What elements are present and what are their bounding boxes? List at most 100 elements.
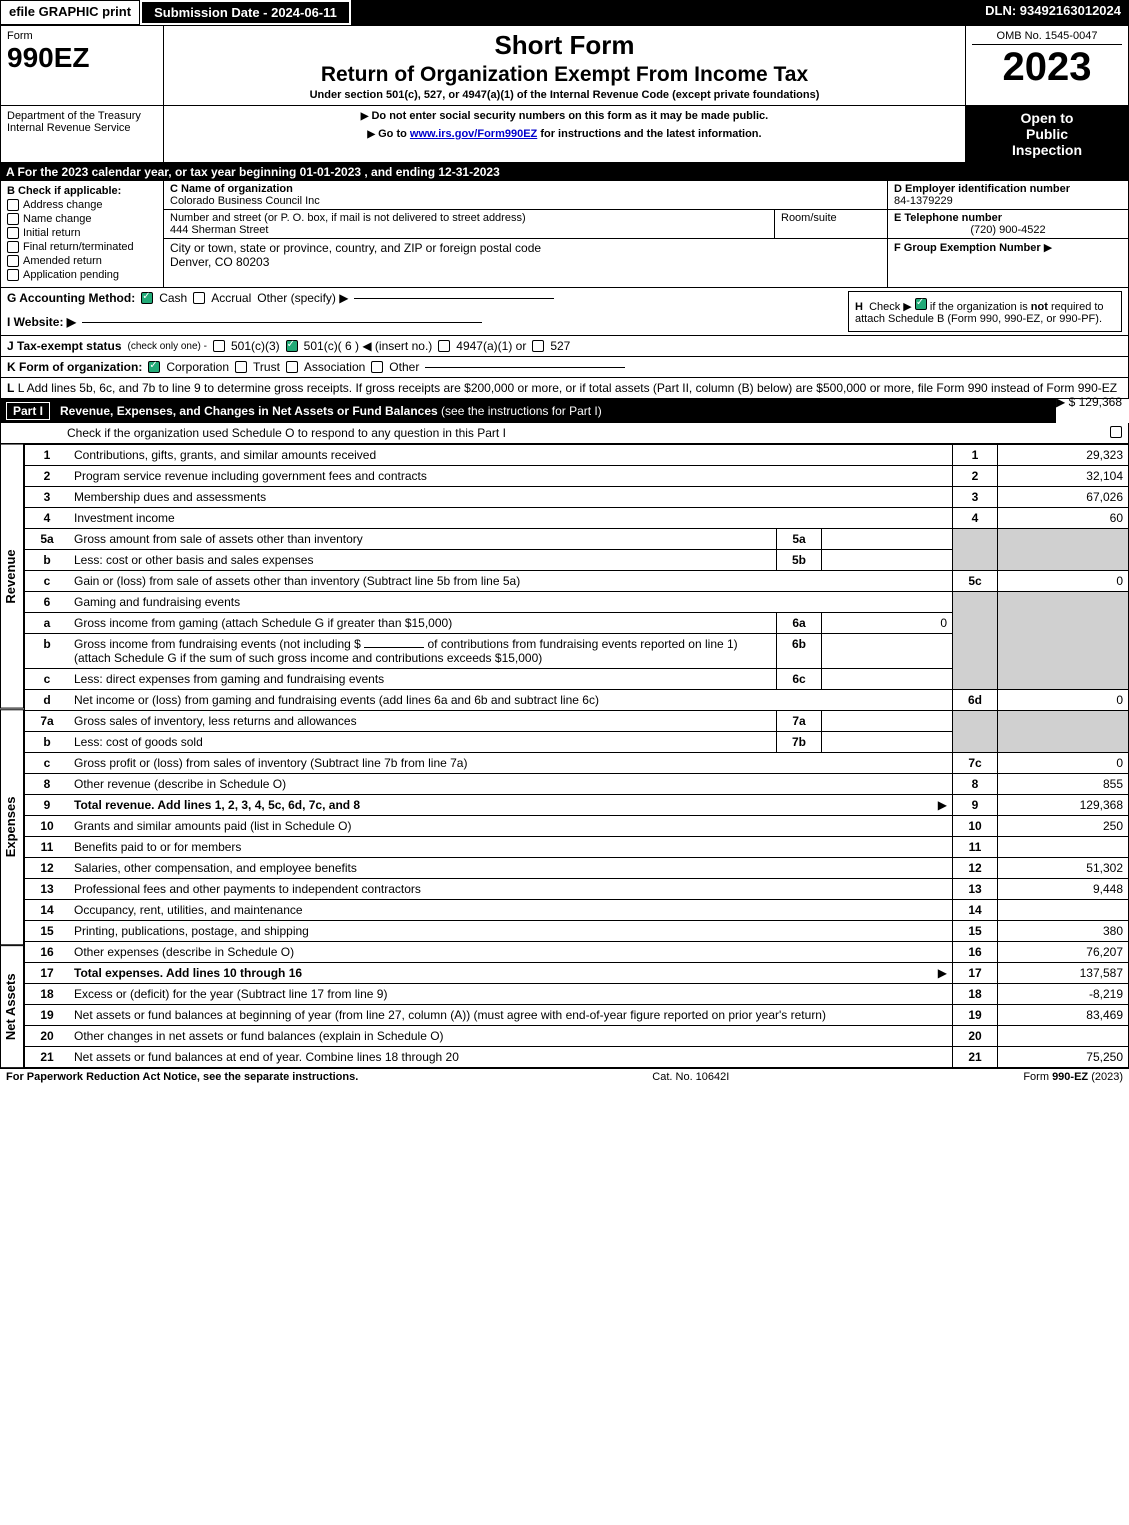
form-number: 990EZ xyxy=(7,42,157,74)
line10-desc: Grants and similar amounts paid (list in… xyxy=(74,819,351,833)
line15-val: 380 xyxy=(998,921,1129,942)
public: Public xyxy=(972,126,1122,142)
line13-desc: Professional fees and other payments to … xyxy=(74,882,421,896)
line6b-input[interactable] xyxy=(364,647,424,648)
submission-date: Submission Date - 2024-06-11 xyxy=(140,0,351,25)
opt-assoc: Association xyxy=(304,360,365,374)
line5b-desc: Less: cost or other basis and sales expe… xyxy=(74,553,313,567)
line7c-no: 7c xyxy=(953,753,998,774)
cb-amended[interactable] xyxy=(7,255,19,267)
return-title: Return of Organization Exempt From Incom… xyxy=(170,63,959,87)
opt-4947: 4947(a)(1) or xyxy=(456,339,526,353)
line6d-desc: Net income or (loss) from gaming and fun… xyxy=(74,693,599,707)
line17-no: 17 xyxy=(953,963,998,984)
line7a-sub: 7a xyxy=(777,711,822,732)
website-input[interactable] xyxy=(82,322,482,323)
cb-name-change[interactable] xyxy=(7,213,19,225)
city-label: City or town, state or province, country… xyxy=(170,241,881,255)
line7b-sub: 7b xyxy=(777,732,822,753)
revenue-vert-label: Revenue xyxy=(0,444,24,709)
opt-corp: Corporation xyxy=(166,360,229,374)
short-form-title: Short Form xyxy=(170,30,959,61)
line20-desc: Other changes in net assets or fund bala… xyxy=(74,1029,444,1043)
g-label: G Accounting Method: xyxy=(7,291,135,305)
c-name-label: C Name of organization xyxy=(170,183,881,195)
footer-right-pre: Form xyxy=(1023,1071,1052,1083)
e-phone-label: E Telephone number xyxy=(894,212,1122,224)
irs-link[interactable]: www.irs.gov/Form990EZ xyxy=(410,128,537,140)
line7c-val: 0 xyxy=(998,753,1129,774)
line17-val: 137,587 xyxy=(998,963,1129,984)
line14-desc: Occupancy, rent, utilities, and maintena… xyxy=(74,903,303,917)
cb-address-change[interactable] xyxy=(7,199,19,211)
line14-val xyxy=(998,900,1129,921)
form-header: Form 990EZ Short Form Return of Organiza… xyxy=(0,25,1129,106)
line4-no: 4 xyxy=(953,508,998,529)
line3-val: 67,026 xyxy=(998,487,1129,508)
line16-no: 16 xyxy=(953,942,998,963)
cb-app-pending[interactable] xyxy=(7,269,19,281)
line9-desc: Total revenue. Add lines 1, 2, 3, 4, 5c,… xyxy=(74,798,360,812)
cb-501c[interactable] xyxy=(286,340,298,352)
k-label: K Form of organization: xyxy=(7,360,142,374)
line15-desc: Printing, publications, postage, and shi… xyxy=(74,924,309,938)
line4-val: 60 xyxy=(998,508,1129,529)
cb-corporation[interactable] xyxy=(148,361,160,373)
line2-val: 32,104 xyxy=(998,466,1129,487)
form-word: Form xyxy=(7,30,157,42)
cb-association[interactable] xyxy=(286,361,298,373)
cb-schedule-o[interactable] xyxy=(1110,426,1122,438)
line6b-sub: 6b xyxy=(777,634,822,669)
line16-val: 76,207 xyxy=(998,942,1129,963)
line6b-desc1: Gross income from fundraising events (no… xyxy=(74,637,361,651)
efile-print-label[interactable]: efile GRAPHIC print xyxy=(0,0,140,25)
l-amount: $ 129,368 xyxy=(1069,395,1122,409)
cb-cash[interactable] xyxy=(141,292,153,304)
cb-trust[interactable] xyxy=(235,361,247,373)
street-value: 444 Sherman Street xyxy=(170,224,768,236)
cb-501c3[interactable] xyxy=(213,340,225,352)
cb-initial-return[interactable] xyxy=(7,227,19,239)
other-specify-input[interactable] xyxy=(354,298,554,299)
dept-treasury: Department of the Treasury xyxy=(7,110,157,122)
cb-527[interactable] xyxy=(532,340,544,352)
line16-desc: Other expenses (describe in Schedule O) xyxy=(74,945,294,959)
line4-desc: Investment income xyxy=(74,511,175,525)
line6a-desc: Gross income from gaming (attach Schedul… xyxy=(74,616,452,630)
expenses-vert-label: Expenses xyxy=(0,709,24,945)
line14-no: 14 xyxy=(953,900,998,921)
phone-value: (720) 900-4522 xyxy=(894,224,1122,236)
line12-desc: Salaries, other compensation, and employ… xyxy=(74,861,357,875)
line2-desc: Program service revenue including govern… xyxy=(74,469,427,483)
line1-val: 29,323 xyxy=(998,445,1129,466)
room-suite-label: Room/suite xyxy=(775,210,887,238)
ein-value: 84-1379229 xyxy=(894,195,1122,207)
line19-val: 83,469 xyxy=(998,1005,1129,1026)
line9-val: 129,368 xyxy=(998,795,1129,816)
line5c-desc: Gain or (loss) from sale of assets other… xyxy=(74,574,520,588)
footer-cat: Cat. No. 10642I xyxy=(652,1071,729,1083)
other-org-input[interactable] xyxy=(425,367,625,368)
cb-label-amended: Amended return xyxy=(23,255,102,267)
top-bar: efile GRAPHIC print Submission Date - 20… xyxy=(0,0,1129,25)
f-arrow: ▶ xyxy=(1044,242,1052,254)
cb-other-org[interactable] xyxy=(371,361,383,373)
line21-desc: Net assets or fund balances at end of ye… xyxy=(74,1050,459,1064)
line11-no: 11 xyxy=(953,837,998,858)
cb-final-return[interactable] xyxy=(7,241,19,253)
line6c-sub: 6c xyxy=(777,669,822,690)
line8-val: 855 xyxy=(998,774,1129,795)
cb-4947[interactable] xyxy=(438,340,450,352)
line12-val: 51,302 xyxy=(998,858,1129,879)
opt-527: 527 xyxy=(550,339,570,353)
f-group-label: F Group Exemption Number xyxy=(894,242,1041,254)
line7c-desc: Gross profit or (loss) from sales of inv… xyxy=(74,756,467,770)
line19-no: 19 xyxy=(953,1005,998,1026)
line6c-desc: Less: direct expenses from gaming and fu… xyxy=(74,672,384,686)
cash-label: Cash xyxy=(159,291,187,305)
part1-sub: (see the instructions for Part I) xyxy=(441,404,602,418)
cb-schedule-b[interactable] xyxy=(915,298,927,310)
note-goto-pre: Go to xyxy=(378,128,410,140)
cb-accrual[interactable] xyxy=(193,292,205,304)
line13-no: 13 xyxy=(953,879,998,900)
